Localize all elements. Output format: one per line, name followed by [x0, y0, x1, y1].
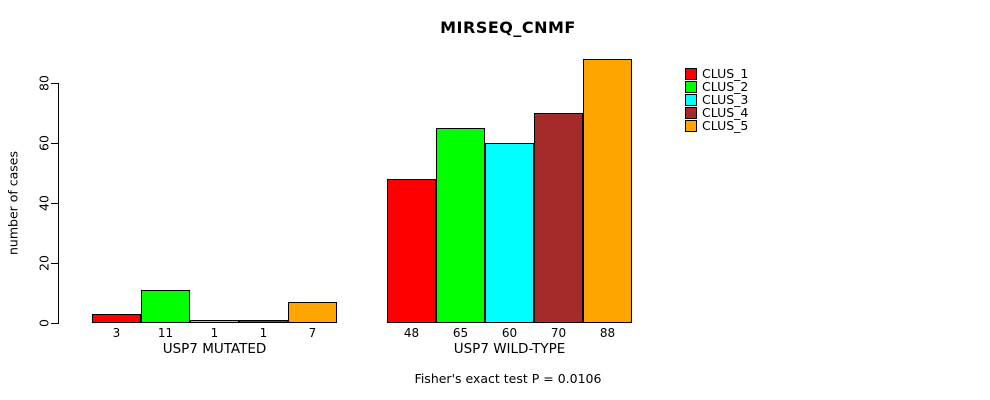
legend-label: CLUS_1 — [702, 66, 749, 81]
y-tick-label: 0 — [36, 319, 52, 327]
bar-clus-4-usp7-wild-type — [534, 113, 583, 323]
y-tick — [51, 203, 59, 204]
bar-clus-3-usp7-mutated — [190, 320, 239, 323]
bar-value-label: 7 — [308, 326, 317, 340]
legend-item-clus-1: CLUS_1 — [685, 66, 749, 81]
legend-label: CLUS_5 — [702, 118, 749, 134]
legend-swatch-clus-1 — [685, 67, 697, 80]
legend-swatch-clus-4 — [685, 106, 697, 119]
bar-value-label: 65 — [452, 326, 469, 340]
bar-clus-1-usp7-mutated — [92, 314, 141, 323]
y-tick-label: 80 — [36, 75, 52, 91]
y-tick-label: 40 — [36, 195, 52, 211]
bar-clus-2-usp7-mutated — [141, 290, 190, 323]
bar-value-label: 11 — [157, 326, 174, 340]
bar-clus-1-usp7-wild-type — [387, 179, 436, 323]
bar-value-label: 48 — [403, 326, 420, 340]
fisher-test-caption: Fisher's exact test P = 0.0106 — [414, 371, 602, 386]
bar-clus-4-usp7-mutated — [239, 320, 288, 323]
legend-item-clus-4: CLUS_4 — [685, 107, 748, 119]
bar-value-label: 3 — [112, 326, 121, 340]
y-tick — [51, 263, 59, 264]
bar-clus-5-usp7-mutated — [288, 302, 337, 323]
bar-value-label: 70 — [550, 326, 567, 340]
y-tick — [51, 323, 59, 324]
chart-title: MIRSEQ_CNMF — [440, 18, 576, 37]
y-tick-label: 60 — [36, 135, 52, 151]
y-tick — [51, 143, 59, 144]
legend-swatch-clus-5 — [685, 119, 697, 132]
legend-label: CLUS_3 — [702, 92, 749, 108]
bar-value-label: 1 — [210, 326, 219, 340]
bar-value-label: 88 — [599, 326, 616, 340]
y-tick-label: 20 — [36, 255, 52, 271]
y-tick — [51, 83, 59, 84]
legend-swatch-clus-2 — [685, 80, 697, 93]
legend-item-clus-5: CLUS_5 — [685, 120, 748, 132]
legend-item-clus-3: CLUS_3 — [685, 92, 749, 108]
bar-value-label: 1 — [259, 326, 268, 340]
bar-clus-3-usp7-wild-type — [485, 143, 534, 323]
group-label-usp7-wild-type: USP7 WILD-TYPE — [453, 341, 566, 357]
legend-label: CLUS_4 — [702, 105, 749, 121]
legend-label: CLUS_2 — [702, 79, 749, 95]
bar-clus-2-usp7-wild-type — [436, 128, 485, 323]
group-label-usp7-mutated: USP7 MUTATED — [162, 341, 267, 357]
legend-swatch-clus-3 — [685, 93, 697, 106]
y-axis-label: number of cases — [5, 150, 21, 256]
legend-item-clus-2: CLUS_2 — [685, 79, 749, 95]
bar-clus-5-usp7-wild-type — [583, 59, 632, 323]
bar-value-label: 60 — [501, 326, 518, 340]
